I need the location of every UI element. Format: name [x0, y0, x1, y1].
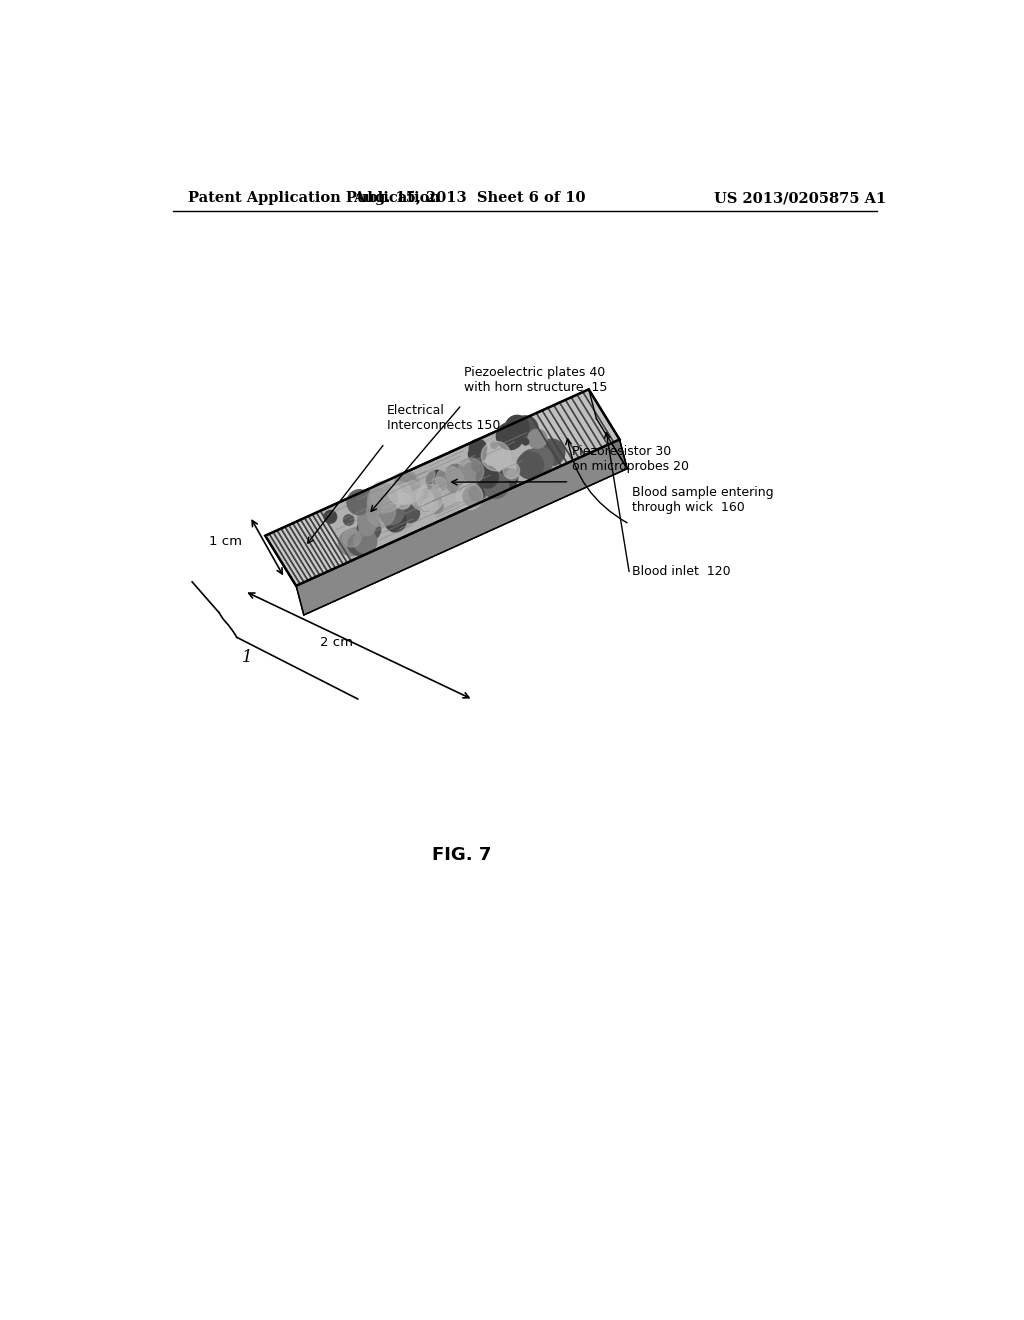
- Circle shape: [324, 511, 337, 523]
- Circle shape: [506, 416, 528, 438]
- Circle shape: [522, 438, 528, 445]
- Circle shape: [463, 462, 484, 483]
- Circle shape: [507, 469, 518, 480]
- Circle shape: [497, 422, 523, 450]
- Text: FIG. 7: FIG. 7: [432, 846, 492, 865]
- Circle shape: [512, 416, 539, 442]
- Circle shape: [380, 500, 403, 525]
- Circle shape: [368, 484, 397, 513]
- Circle shape: [372, 496, 392, 516]
- Circle shape: [481, 441, 511, 471]
- Text: 1 cm: 1 cm: [209, 535, 243, 548]
- Circle shape: [368, 496, 382, 511]
- Circle shape: [370, 482, 396, 508]
- Circle shape: [456, 483, 482, 510]
- Circle shape: [359, 520, 375, 536]
- Circle shape: [366, 488, 387, 510]
- Circle shape: [385, 511, 407, 532]
- Circle shape: [476, 466, 499, 488]
- Circle shape: [517, 451, 544, 479]
- Text: Piezoresistor 30
on microprobes 20: Piezoresistor 30 on microprobes 20: [571, 445, 689, 473]
- Polygon shape: [265, 511, 351, 586]
- Circle shape: [490, 442, 498, 449]
- Circle shape: [469, 482, 487, 500]
- Circle shape: [458, 458, 483, 484]
- Circle shape: [469, 440, 486, 457]
- Circle shape: [417, 484, 443, 511]
- Text: Patent Application Publication: Patent Application Publication: [188, 191, 440, 206]
- Circle shape: [381, 490, 397, 506]
- Circle shape: [446, 477, 463, 492]
- Circle shape: [390, 471, 422, 504]
- Circle shape: [394, 471, 420, 498]
- Circle shape: [403, 486, 423, 504]
- Text: Blood inlet  120: Blood inlet 120: [632, 565, 730, 578]
- Circle shape: [422, 498, 437, 513]
- Text: Electrical
Interconnects 150: Electrical Interconnects 150: [387, 404, 501, 432]
- Circle shape: [364, 498, 384, 516]
- Circle shape: [389, 482, 412, 504]
- Circle shape: [395, 494, 411, 510]
- Circle shape: [367, 498, 395, 527]
- Circle shape: [357, 517, 381, 541]
- Circle shape: [357, 510, 379, 531]
- Circle shape: [416, 465, 435, 483]
- Circle shape: [468, 445, 486, 463]
- Circle shape: [499, 469, 518, 488]
- Circle shape: [339, 531, 365, 556]
- Circle shape: [520, 450, 546, 475]
- Text: 1: 1: [243, 649, 253, 665]
- Circle shape: [353, 531, 377, 553]
- Circle shape: [432, 477, 446, 491]
- Circle shape: [472, 455, 480, 463]
- Polygon shape: [265, 389, 620, 586]
- Circle shape: [347, 490, 372, 515]
- Circle shape: [526, 447, 553, 474]
- Circle shape: [343, 529, 360, 546]
- Circle shape: [429, 499, 443, 513]
- Circle shape: [428, 495, 442, 510]
- Circle shape: [445, 465, 465, 484]
- Circle shape: [426, 470, 447, 492]
- Circle shape: [393, 490, 415, 511]
- Circle shape: [503, 462, 519, 479]
- Polygon shape: [296, 440, 628, 615]
- Circle shape: [374, 496, 395, 517]
- Circle shape: [469, 486, 484, 502]
- Circle shape: [348, 533, 370, 556]
- Circle shape: [417, 500, 424, 508]
- Circle shape: [371, 480, 402, 512]
- Circle shape: [527, 429, 547, 449]
- Circle shape: [343, 528, 370, 554]
- Text: Aug. 15, 2013  Sheet 6 of 10: Aug. 15, 2013 Sheet 6 of 10: [353, 191, 586, 206]
- Circle shape: [388, 487, 411, 510]
- Circle shape: [539, 440, 565, 466]
- Text: Blood sample entering
through wick  160: Blood sample entering through wick 160: [632, 486, 773, 515]
- Circle shape: [343, 515, 354, 525]
- Text: Piezoelectric plates 40
with horn structure  15: Piezoelectric plates 40 with horn struct…: [464, 366, 607, 395]
- Circle shape: [463, 486, 483, 507]
- Circle shape: [435, 466, 464, 494]
- Circle shape: [472, 461, 482, 471]
- Circle shape: [429, 487, 442, 500]
- Circle shape: [529, 457, 548, 474]
- Circle shape: [404, 480, 423, 499]
- Circle shape: [412, 488, 433, 510]
- Text: US 2013/0205875 A1: US 2013/0205875 A1: [715, 191, 887, 206]
- Polygon shape: [589, 389, 628, 469]
- Circle shape: [480, 463, 486, 470]
- Circle shape: [482, 473, 509, 499]
- Polygon shape: [530, 389, 620, 466]
- Circle shape: [400, 503, 420, 523]
- Circle shape: [521, 434, 531, 444]
- Circle shape: [417, 488, 439, 511]
- Text: 2 cm: 2 cm: [321, 636, 353, 649]
